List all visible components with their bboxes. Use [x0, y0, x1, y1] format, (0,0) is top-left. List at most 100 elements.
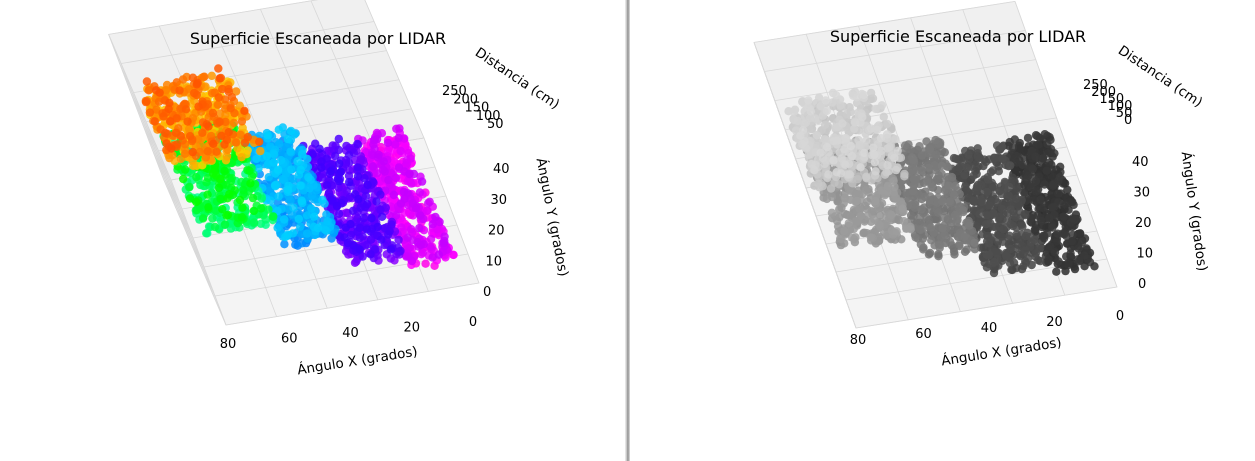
scatter-point	[405, 176, 414, 185]
scatter-point	[841, 133, 850, 143]
scatter-point	[916, 225, 925, 234]
scatter-point	[1048, 181, 1058, 190]
scatter-point	[1064, 258, 1073, 268]
scatter-point	[862, 172, 871, 181]
scatter-point	[871, 104, 880, 114]
scatter-point	[975, 153, 984, 163]
scatter-point	[212, 171, 221, 180]
scatter-point	[931, 150, 941, 159]
scatter-point	[1052, 237, 1061, 246]
scatter-point	[889, 176, 898, 186]
scatter-point	[860, 148, 869, 158]
scatter-point	[933, 186, 943, 195]
scatter-point	[1037, 216, 1046, 226]
scatter-point	[332, 201, 342, 210]
scatter-point	[304, 173, 313, 182]
scatter-point	[418, 248, 428, 257]
pane-divider[interactable]	[625, 0, 630, 461]
scatter-point	[172, 114, 181, 123]
scatter-point	[944, 216, 953, 225]
scatter-point	[1026, 183, 1036, 192]
scatter-point	[204, 122, 213, 131]
scatter-point	[828, 98, 837, 107]
point-cloud	[141, 64, 458, 270]
scatter-point	[391, 140, 400, 149]
scatter-point	[255, 137, 264, 146]
grid-line	[962, 9, 1016, 156]
scatter-point	[962, 163, 972, 173]
scatter-point	[977, 197, 986, 207]
scatter-point	[1007, 265, 1016, 274]
scatter-point	[287, 165, 296, 174]
scatter-point	[313, 223, 323, 233]
scatter-point	[911, 233, 920, 242]
z-tick-label: 200	[1091, 85, 1116, 100]
scatter-point	[202, 229, 211, 238]
x-tick-label: 60	[281, 332, 298, 347]
grid-line	[260, 9, 324, 155]
scatter-point	[340, 233, 349, 242]
scatter-point	[1038, 154, 1047, 163]
scatter-point	[848, 151, 857, 161]
scatter-point	[254, 164, 263, 173]
scatter-point	[198, 214, 208, 223]
scatter-point	[898, 204, 907, 213]
scatter-point	[949, 247, 959, 256]
scatter-point	[896, 153, 906, 162]
z-tick-label: 250	[442, 84, 467, 99]
scatter-point	[327, 195, 336, 205]
scatter-point	[970, 238, 979, 248]
x-tick-label: 0	[469, 315, 477, 330]
scatter-point	[1043, 139, 1052, 149]
scatter-point	[899, 217, 909, 226]
scatter-point	[303, 154, 312, 164]
scatter-point	[345, 177, 354, 187]
z-tick-label: 250	[1083, 78, 1108, 93]
scatter-point	[1008, 143, 1018, 152]
scatter-point	[237, 213, 247, 222]
scatter-point	[192, 172, 201, 182]
scatter-point	[924, 163, 933, 173]
grid-line	[753, 1, 1016, 43]
scatter-point	[997, 204, 1007, 213]
scatter-point	[372, 169, 382, 178]
scatter-point	[907, 153, 917, 162]
z-tick-label: 100	[1108, 99, 1133, 114]
scatter-point	[798, 139, 807, 149]
scatter-point	[904, 196, 913, 205]
scatter-point	[900, 141, 910, 150]
scatter-point	[280, 240, 289, 249]
scatter-point	[294, 214, 303, 224]
z-tick-label: 100	[476, 109, 501, 124]
y-tick-label: 30	[491, 193, 508, 208]
scatter-point	[217, 131, 226, 140]
scatter-point	[1062, 231, 1071, 241]
scatter-point	[805, 125, 814, 134]
scatter-point	[168, 150, 177, 160]
scatter-point	[816, 148, 825, 157]
scatter-point	[308, 150, 317, 159]
scatter-point	[218, 84, 227, 94]
scatter-point	[871, 167, 880, 176]
scatter-point	[224, 128, 233, 137]
scatter-point	[212, 147, 221, 156]
scatter-point	[841, 160, 850, 169]
scatter-point	[185, 182, 194, 192]
scatter-point	[315, 144, 324, 153]
scatter-point	[320, 225, 330, 234]
scatter-point	[983, 231, 992, 241]
scatter-point	[359, 213, 368, 223]
scatter-point	[891, 165, 901, 175]
scatter-point	[232, 138, 241, 147]
x-tick-label: 20	[1046, 315, 1063, 330]
scatter-point	[1018, 222, 1027, 231]
scatter-point	[400, 167, 409, 176]
scatter-point	[796, 131, 805, 140]
scatter-point	[1066, 249, 1075, 258]
scatter-point	[203, 147, 212, 156]
scatter-point	[355, 245, 364, 254]
scatter-point	[269, 212, 278, 221]
scatter-point	[399, 187, 409, 196]
scatter-point	[302, 211, 312, 220]
scatter-point	[950, 210, 960, 220]
